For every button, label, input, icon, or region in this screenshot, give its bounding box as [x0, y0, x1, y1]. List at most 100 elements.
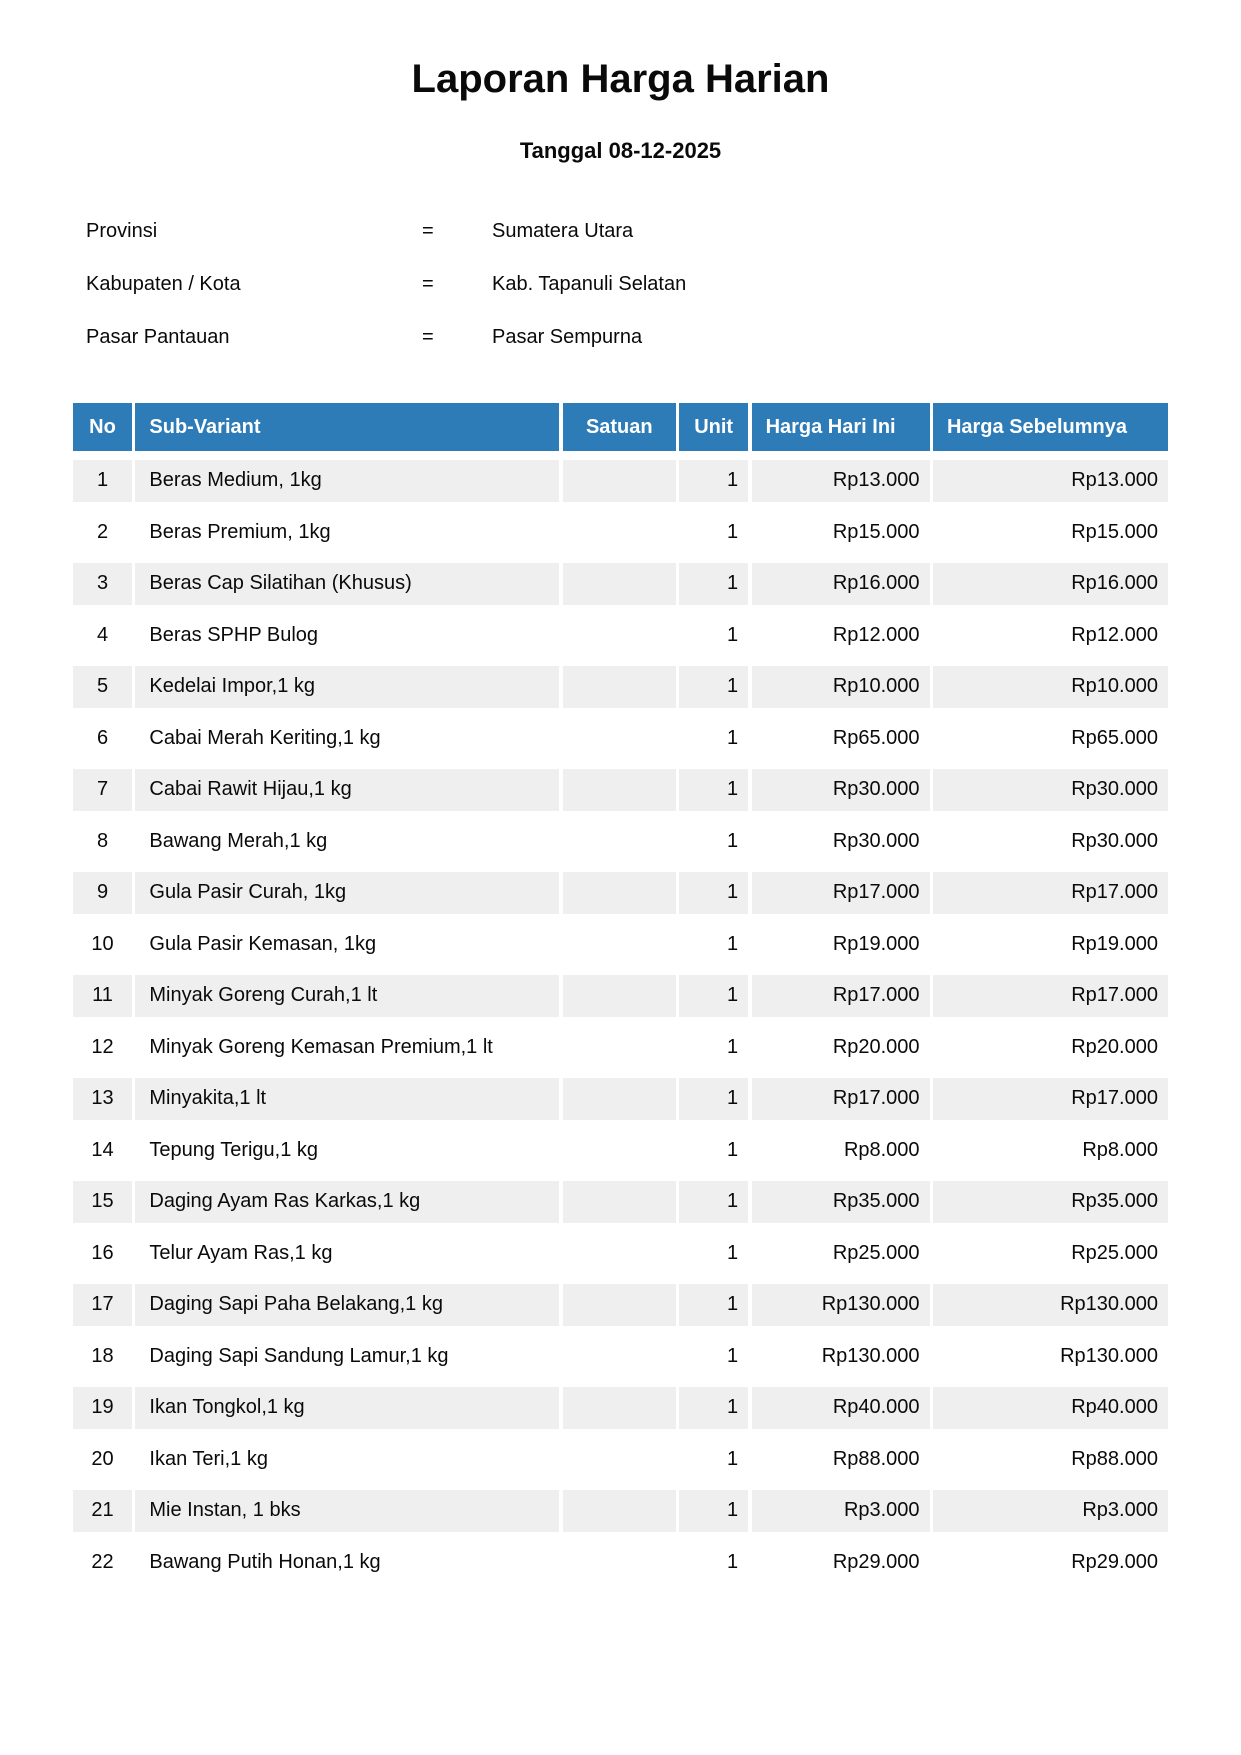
cell-no: 8 — [73, 820, 132, 862]
cell-no: 6 — [73, 717, 132, 759]
cell-satuan — [562, 459, 676, 502]
cell-sub-variant: Minyak Goreng Curah,1 lt — [135, 974, 560, 1017]
cell-unit: 1 — [679, 1232, 749, 1274]
meta-row: Kabupaten / Kota = Kab. Tapanuli Selatan — [86, 258, 686, 311]
cell-sub-variant: Daging Sapi Sandung Lamur,1 kg — [135, 1335, 560, 1377]
cell-harga-hari-ini: Rp17.000 — [751, 1077, 930, 1120]
cell-no: 14 — [73, 1129, 132, 1171]
cell-sub-variant: Daging Sapi Paha Belakang,1 kg — [135, 1283, 560, 1326]
cell-no: 17 — [73, 1283, 132, 1326]
cell-no: 18 — [73, 1335, 132, 1377]
cell-harga-sebelumnya: Rp16.000 — [932, 562, 1168, 605]
cell-satuan — [562, 1438, 676, 1480]
price-table: No Sub-Variant Satuan Unit Harga Hari In… — [73, 403, 1168, 1593]
cell-sub-variant: Bawang Putih Honan,1 kg — [135, 1541, 560, 1583]
cell-satuan — [562, 1077, 676, 1120]
col-header-harga-sebelumnya: Harga Sebelumnya — [932, 403, 1168, 451]
price-table-body: 1 Beras Medium, 1kg 1 Rp13.000 Rp13.000 … — [73, 459, 1168, 1583]
cell-unit: 1 — [679, 1077, 749, 1120]
col-header-sub-variant: Sub-Variant — [135, 403, 560, 451]
meta-value: Sumatera Utara — [492, 220, 634, 242]
meta-equals: = — [422, 326, 434, 348]
cell-no: 11 — [73, 974, 132, 1017]
table-row: 13 Minyakita,1 lt 1 Rp17.000 Rp17.000 — [73, 1077, 1168, 1120]
cell-sub-variant: Beras Premium, 1kg — [135, 511, 560, 553]
cell-harga-sebelumnya: Rp10.000 — [932, 665, 1168, 708]
cell-no: 16 — [73, 1232, 132, 1274]
cell-no: 15 — [73, 1180, 132, 1223]
cell-no: 9 — [73, 871, 132, 914]
cell-harga-sebelumnya: Rp29.000 — [932, 1541, 1168, 1583]
cell-harga-hari-ini: Rp16.000 — [751, 562, 930, 605]
cell-harga-hari-ini: Rp30.000 — [751, 768, 930, 811]
cell-no: 12 — [73, 1026, 132, 1068]
cell-harga-sebelumnya: Rp35.000 — [932, 1180, 1168, 1223]
col-header-harga-hari-ini: Harga Hari Ini — [751, 403, 930, 451]
cell-harga-sebelumnya: Rp17.000 — [932, 974, 1168, 1017]
table-row: 1 Beras Medium, 1kg 1 Rp13.000 Rp13.000 — [73, 459, 1168, 502]
cell-satuan — [562, 820, 676, 862]
meta-label: Kabupaten / Kota — [86, 273, 241, 295]
cell-no: 20 — [73, 1438, 132, 1480]
cell-harga-hari-ini: Rp17.000 — [751, 974, 930, 1017]
cell-unit: 1 — [679, 717, 749, 759]
cell-harga-hari-ini: Rp130.000 — [751, 1335, 930, 1377]
table-row: 18 Daging Sapi Sandung Lamur,1 kg 1 Rp13… — [73, 1335, 1168, 1377]
meta-block: Provinsi = Sumatera Utara Kabupaten / Ko… — [86, 205, 686, 364]
cell-satuan — [562, 562, 676, 605]
cell-harga-hari-ini: Rp40.000 — [751, 1386, 930, 1429]
cell-sub-variant: Ikan Teri,1 kg — [135, 1438, 560, 1480]
cell-no: 2 — [73, 511, 132, 553]
cell-no: 1 — [73, 459, 132, 502]
cell-satuan — [562, 1232, 676, 1274]
cell-unit: 1 — [679, 562, 749, 605]
cell-harga-hari-ini: Rp130.000 — [751, 1283, 930, 1326]
cell-harga-sebelumnya: Rp13.000 — [932, 459, 1168, 502]
cell-harga-sebelumnya: Rp130.000 — [932, 1335, 1168, 1377]
cell-no: 13 — [73, 1077, 132, 1120]
cell-harga-hari-ini: Rp8.000 — [751, 1129, 930, 1171]
cell-harga-sebelumnya: Rp130.000 — [932, 1283, 1168, 1326]
cell-satuan — [562, 1489, 676, 1532]
cell-harga-hari-ini: Rp3.000 — [751, 1489, 930, 1532]
cell-satuan — [562, 1129, 676, 1171]
cell-unit: 1 — [679, 459, 749, 502]
cell-unit: 1 — [679, 1541, 749, 1583]
table-row: 14 Tepung Terigu,1 kg 1 Rp8.000 Rp8.000 — [73, 1129, 1168, 1171]
meta-equals: = — [422, 273, 434, 295]
meta-equals: = — [422, 220, 434, 242]
cell-harga-sebelumnya: Rp15.000 — [932, 511, 1168, 553]
cell-unit: 1 — [679, 614, 749, 656]
cell-harga-sebelumnya: Rp17.000 — [932, 871, 1168, 914]
cell-harga-hari-ini: Rp29.000 — [751, 1541, 930, 1583]
cell-unit: 1 — [679, 923, 749, 965]
table-row: 21 Mie Instan, 1 bks 1 Rp3.000 Rp3.000 — [73, 1489, 1168, 1532]
table-row: 4 Beras SPHP Bulog 1 Rp12.000 Rp12.000 — [73, 614, 1168, 656]
cell-no: 10 — [73, 923, 132, 965]
cell-sub-variant: Telur Ayam Ras,1 kg — [135, 1232, 560, 1274]
cell-unit: 1 — [679, 665, 749, 708]
cell-sub-variant: Bawang Merah,1 kg — [135, 820, 560, 862]
cell-unit: 1 — [679, 1129, 749, 1171]
cell-unit: 1 — [679, 511, 749, 553]
cell-sub-variant: Minyakita,1 lt — [135, 1077, 560, 1120]
cell-sub-variant: Beras SPHP Bulog — [135, 614, 560, 656]
col-header-satuan: Satuan — [562, 403, 676, 451]
meta-row: Pasar Pantauan = Pasar Sempurna — [86, 311, 686, 364]
cell-harga-sebelumnya: Rp40.000 — [932, 1386, 1168, 1429]
meta-row: Provinsi = Sumatera Utara — [86, 205, 686, 258]
cell-harga-hari-ini: Rp19.000 — [751, 923, 930, 965]
table-row: 11 Minyak Goreng Curah,1 lt 1 Rp17.000 R… — [73, 974, 1168, 1017]
cell-no: 4 — [73, 614, 132, 656]
cell-satuan — [562, 1541, 676, 1583]
table-row: 10 Gula Pasir Kemasan, 1kg 1 Rp19.000 Rp… — [73, 923, 1168, 965]
cell-harga-sebelumnya: Rp30.000 — [932, 820, 1168, 862]
cell-unit: 1 — [679, 1283, 749, 1326]
cell-satuan — [562, 665, 676, 708]
cell-harga-hari-ini: Rp12.000 — [751, 614, 930, 656]
cell-unit: 1 — [679, 871, 749, 914]
cell-sub-variant: Minyak Goreng Kemasan Premium,1 lt — [135, 1026, 560, 1068]
table-row: 3 Beras Cap Silatihan (Khusus) 1 Rp16.00… — [73, 562, 1168, 605]
table-row: 7 Cabai Rawit Hijau,1 kg 1 Rp30.000 Rp30… — [73, 768, 1168, 811]
table-row: 16 Telur Ayam Ras,1 kg 1 Rp25.000 Rp25.0… — [73, 1232, 1168, 1274]
